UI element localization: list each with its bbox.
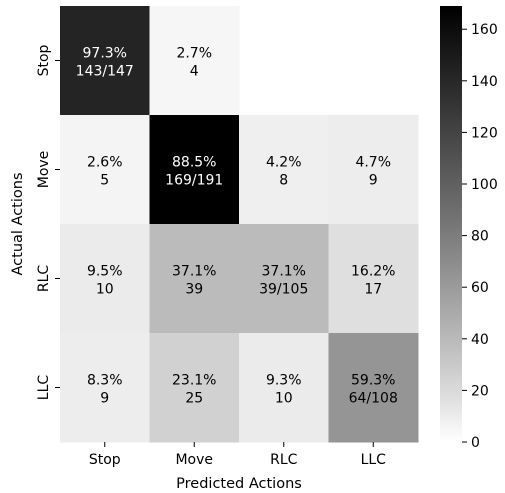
cell-percent-label: 37.1% — [262, 264, 306, 280]
x-tick-label: LLC — [361, 452, 387, 468]
cell-count-label: 39/105 — [259, 282, 308, 298]
cell-percent-label: 2.7% — [176, 46, 212, 62]
cell-percent-label: 37.1% — [172, 264, 216, 280]
cell-count-label: 25 — [185, 391, 203, 407]
cell-count-label: 8 — [279, 173, 288, 189]
cell-percent-label: 23.1% — [172, 373, 216, 389]
cell-percent-label: 8.3% — [87, 373, 123, 389]
cell-percent-label: 97.3% — [83, 46, 127, 62]
cell-count-label: 17 — [364, 282, 382, 298]
colorbar — [440, 6, 462, 442]
cell-move-llc — [328, 115, 419, 225]
x-tick-label: Move — [175, 452, 213, 468]
cell-llc-stop — [60, 333, 150, 443]
colorbar-tick-label: 160 — [471, 22, 498, 38]
cell-llc-llc — [328, 333, 419, 443]
colorbar-tick-label: 0 — [471, 435, 480, 451]
y-tick-label: Stop — [36, 44, 52, 76]
cell-count-label: 9 — [369, 173, 378, 189]
cell-percent-label: 9.3% — [266, 373, 302, 389]
cell-count-label: 4 — [190, 64, 199, 80]
colorbar-tick-label: 60 — [471, 280, 489, 296]
colorbar-tick-label: 100 — [471, 177, 498, 193]
cell-llc-move — [149, 333, 240, 443]
cell-count-label: 143/147 — [76, 64, 134, 80]
colorbar-tick-label: 120 — [471, 125, 498, 141]
colorbar-tick-label: 20 — [471, 383, 489, 399]
cell-count-label: 39 — [185, 282, 203, 298]
y-tick-label: LLC — [36, 375, 52, 401]
cell-percent-label: 88.5% — [172, 155, 216, 171]
cell-count-label: 10 — [275, 391, 293, 407]
cell-count-label: 10 — [96, 282, 114, 298]
cell-move-stop — [60, 115, 150, 225]
cell-stop-stop — [60, 6, 150, 116]
cell-percent-label: 59.3% — [351, 373, 395, 389]
cell-percent-label: 2.6% — [87, 155, 123, 171]
colorbar-tick-label: 140 — [471, 74, 498, 90]
cell-rlc-stop — [60, 224, 150, 334]
x-axis-title: Predicted Actions — [176, 476, 302, 492]
y-tick-label: RLC — [36, 265, 52, 293]
cell-count-label: 64/108 — [349, 391, 398, 407]
cell-rlc-move — [149, 224, 240, 334]
colorbar-tick-label: 80 — [471, 229, 489, 245]
cell-percent-label: 9.5% — [87, 264, 123, 280]
colorbar-tick-label: 40 — [471, 332, 489, 348]
y-axis-title: Actual Actions — [10, 172, 26, 275]
cell-count-label: 169/191 — [165, 173, 223, 189]
y-tick-label: Move — [36, 151, 52, 189]
cell-stop-move — [149, 6, 240, 116]
cell-percent-label: 4.2% — [266, 155, 302, 171]
cell-rlc-llc — [328, 224, 419, 334]
x-tick-label: RLC — [270, 452, 298, 468]
cell-percent-label: 16.2% — [351, 264, 395, 280]
cell-count-label: 5 — [100, 173, 109, 189]
cell-llc-rlc — [239, 333, 329, 443]
cell-rlc-rlc — [239, 224, 329, 334]
cell-move-rlc — [239, 115, 329, 225]
x-tick-label: Stop — [89, 452, 121, 468]
cell-count-label: 9 — [100, 391, 109, 407]
cell-move-move — [149, 115, 240, 225]
cell-percent-label: 4.7% — [355, 155, 391, 171]
